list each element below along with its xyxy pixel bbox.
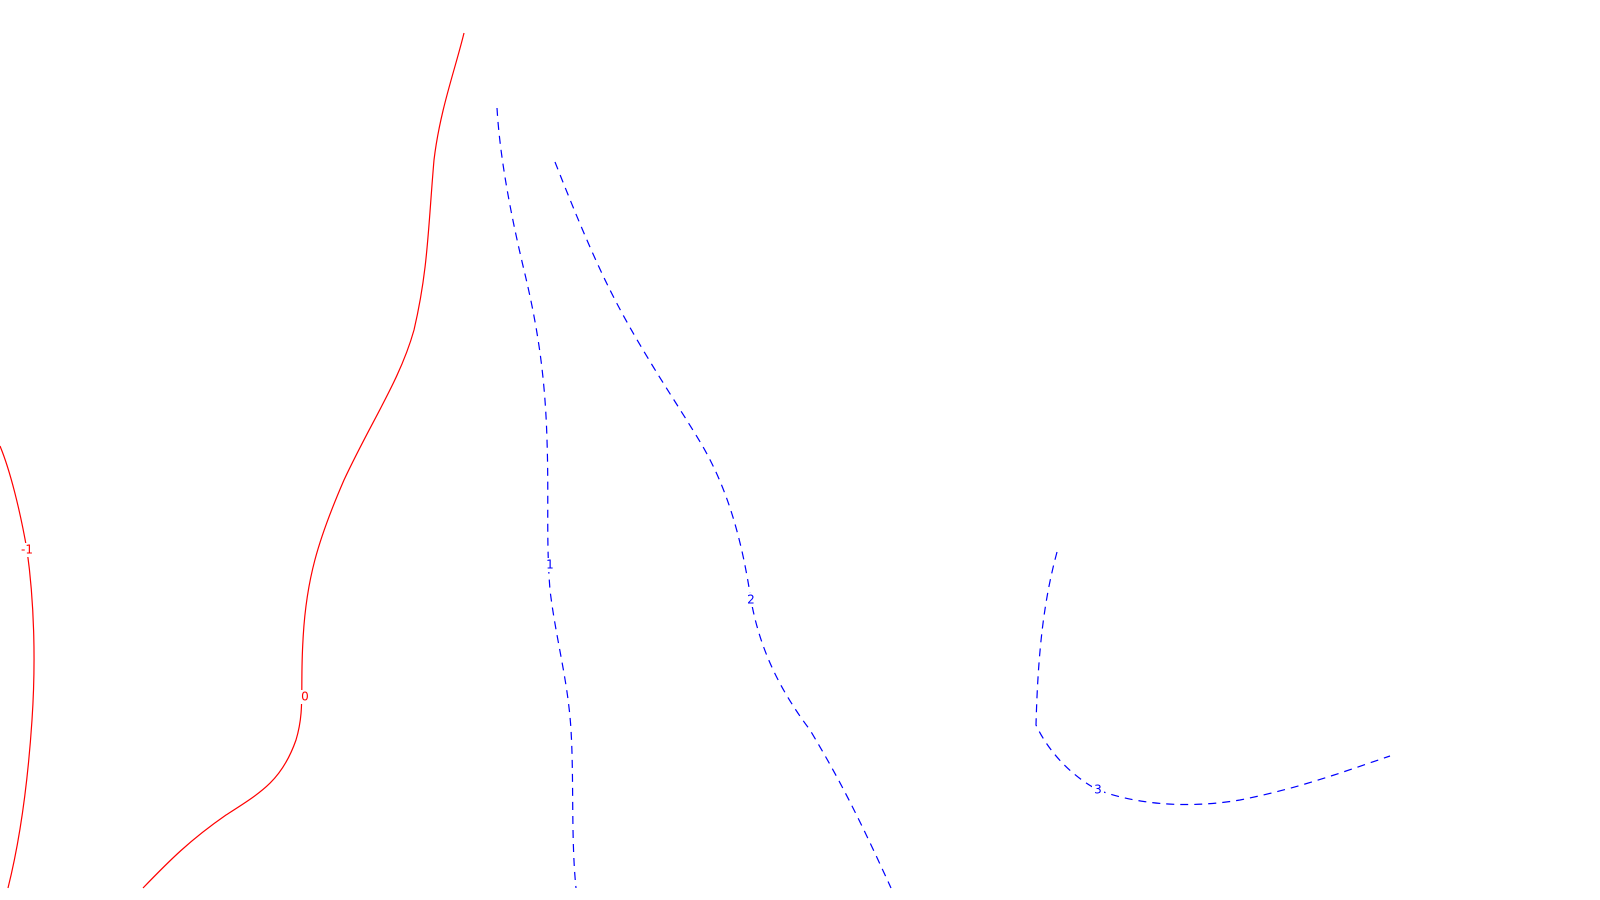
contour-label-level--1: -1: [21, 543, 33, 557]
contour-labels: -1 0 1 2 3: [21, 543, 1104, 797]
contour-label-background: [299, 690, 311, 704]
contour-label-background: [745, 593, 757, 607]
contour-line-level-2: [554, 161, 892, 889]
contour-label-level-0: 0: [301, 690, 309, 704]
contour-line-level--1: [0, 445, 35, 889]
contour-label-level-1: 1: [546, 558, 554, 572]
contour-lines: [0, 32, 1391, 889]
contour-label-background: [21, 543, 33, 557]
contour-label-background: [544, 558, 556, 572]
contour-line-level-0: [142, 32, 465, 889]
contour-label-background: [1092, 783, 1104, 797]
contour-label-level-2: 2: [747, 593, 755, 607]
contour-line-level-3: [1035, 551, 1391, 806]
contour-line-level-1: [496, 107, 577, 889]
contour-label-level-3: 3: [1094, 783, 1102, 797]
